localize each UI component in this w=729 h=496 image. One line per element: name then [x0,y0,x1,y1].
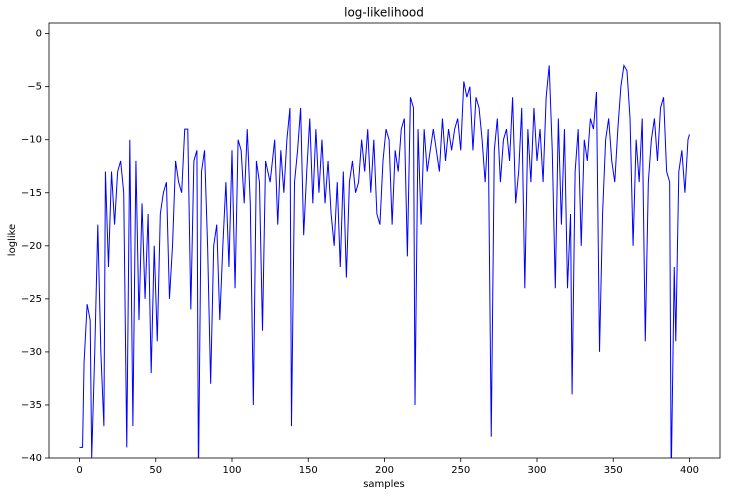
x-tick-label: 350 [604,465,623,476]
x-tick-label: 50 [149,465,162,476]
y-tick-label: −25 [21,294,42,305]
y-tick-label: −40 [21,453,42,464]
y-tick-label: −20 [21,241,42,252]
y-tick-label: −15 [21,188,42,199]
x-tick-label: 250 [451,465,470,476]
x-tick-label: 400 [680,465,699,476]
y-axis-label: loglike [7,224,18,256]
x-axis-label: samples [363,479,405,490]
chart-title: log-likelihood [344,6,424,20]
x-tick-label: 150 [299,465,318,476]
y-tick-label: −5 [27,82,42,93]
y-tick-label: −30 [21,347,42,358]
y-tick-label: −10 [21,135,42,146]
y-tick-label: 0 [36,29,42,40]
y-tick-label: −35 [21,400,42,411]
data-line [79,63,690,458]
x-tick-label: 300 [527,465,546,476]
x-tick-label: 200 [375,465,394,476]
x-tick-label: 0 [76,465,82,476]
plot-frame [48,22,721,459]
x-tick-label: 100 [222,465,241,476]
